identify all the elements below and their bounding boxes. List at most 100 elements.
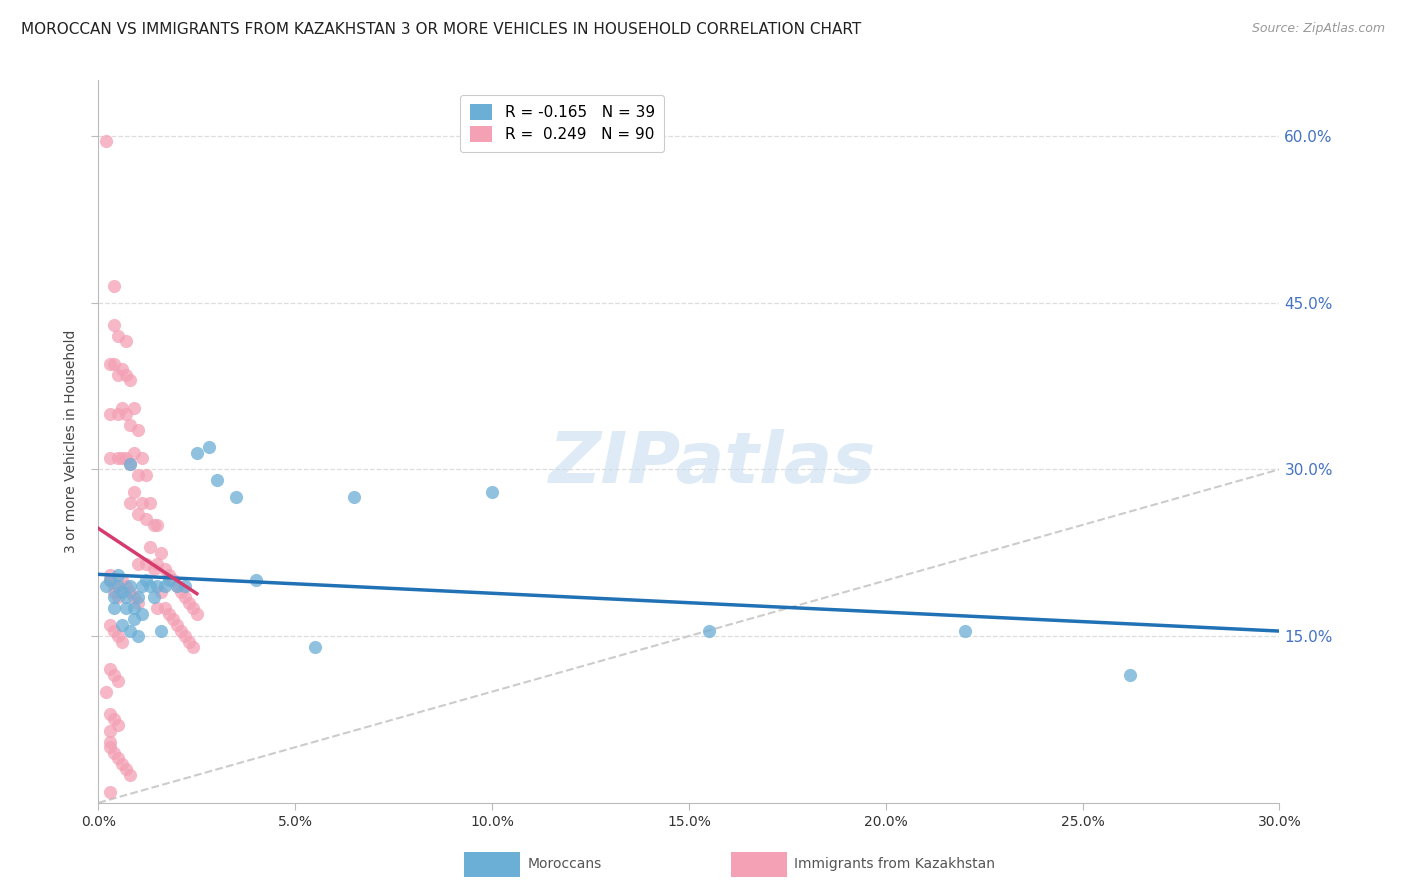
Point xyxy=(118,457,141,471)
Point xyxy=(177,634,200,648)
Point xyxy=(103,746,125,760)
Point xyxy=(343,490,366,504)
Point xyxy=(131,496,153,510)
Point xyxy=(98,574,121,588)
Point xyxy=(103,579,125,593)
Point xyxy=(111,362,134,376)
Legend: R = -0.165   N = 39, R =  0.249   N = 90: R = -0.165 N = 39, R = 0.249 N = 90 xyxy=(460,95,664,152)
Point xyxy=(98,568,121,582)
Point xyxy=(98,723,121,738)
Point xyxy=(103,279,125,293)
Point xyxy=(166,579,188,593)
Point xyxy=(98,574,121,588)
Point xyxy=(142,562,165,576)
Point xyxy=(174,629,197,643)
Point xyxy=(174,590,197,604)
Point xyxy=(96,135,118,149)
Point xyxy=(205,474,228,488)
Point xyxy=(107,673,129,688)
Point xyxy=(118,768,141,782)
Text: Immigrants from Kazakhstan: Immigrants from Kazakhstan xyxy=(794,857,995,871)
Point xyxy=(107,407,129,421)
Point xyxy=(107,568,129,582)
Point xyxy=(118,584,141,599)
Point xyxy=(122,445,145,459)
Point xyxy=(157,574,180,588)
Point xyxy=(122,401,145,416)
Point xyxy=(131,579,153,593)
Point xyxy=(98,407,121,421)
Point xyxy=(481,484,503,499)
Point xyxy=(186,607,208,621)
Point xyxy=(118,496,141,510)
Point xyxy=(131,607,153,621)
Point xyxy=(115,368,138,382)
Point xyxy=(111,584,134,599)
Point xyxy=(162,574,184,588)
Point xyxy=(107,751,129,765)
Point xyxy=(98,357,121,371)
Point xyxy=(115,334,138,349)
Text: Source: ZipAtlas.com: Source: ZipAtlas.com xyxy=(1251,22,1385,36)
Point xyxy=(122,484,145,499)
Point xyxy=(118,417,141,432)
Point xyxy=(181,601,204,615)
Point xyxy=(127,467,149,482)
Point xyxy=(96,684,118,698)
Point xyxy=(166,618,188,632)
Point xyxy=(142,517,165,532)
Point xyxy=(170,624,193,638)
Point xyxy=(146,579,169,593)
Point xyxy=(107,368,129,382)
Point xyxy=(118,579,141,593)
Text: Moroccans: Moroccans xyxy=(527,857,602,871)
Point xyxy=(197,440,219,454)
Point xyxy=(103,590,125,604)
Point xyxy=(181,640,204,655)
Point xyxy=(98,785,121,799)
Point xyxy=(127,557,149,571)
Point xyxy=(953,624,976,638)
Text: ZIPatlas: ZIPatlas xyxy=(548,429,876,498)
Point xyxy=(122,590,145,604)
Point xyxy=(155,562,177,576)
Point xyxy=(103,318,125,332)
Point xyxy=(155,601,177,615)
Point xyxy=(127,590,149,604)
Point xyxy=(170,584,193,599)
Point xyxy=(122,601,145,615)
Point xyxy=(131,451,153,466)
Point xyxy=(111,634,134,648)
Point xyxy=(103,668,125,682)
Point xyxy=(111,451,134,466)
Point xyxy=(150,584,173,599)
Point xyxy=(697,624,720,638)
Point xyxy=(115,451,138,466)
Point xyxy=(245,574,267,588)
Point xyxy=(111,574,134,588)
Point xyxy=(146,601,169,615)
Point xyxy=(115,601,138,615)
Point xyxy=(146,557,169,571)
Point xyxy=(98,451,121,466)
Point xyxy=(118,457,141,471)
Point xyxy=(157,607,180,621)
Point xyxy=(138,496,160,510)
Point xyxy=(111,401,134,416)
Point xyxy=(96,579,118,593)
Point xyxy=(107,629,129,643)
Point xyxy=(111,618,134,632)
Point xyxy=(127,424,149,438)
Point xyxy=(103,601,125,615)
Point xyxy=(98,706,121,721)
Point xyxy=(157,568,180,582)
Point xyxy=(103,713,125,727)
Point xyxy=(150,546,173,560)
Point xyxy=(115,407,138,421)
Point xyxy=(98,740,121,755)
Point xyxy=(186,445,208,459)
Point xyxy=(115,590,138,604)
Point xyxy=(138,579,160,593)
Point xyxy=(118,624,141,638)
Text: MOROCCAN VS IMMIGRANTS FROM KAZAKHSTAN 3 OR MORE VEHICLES IN HOUSEHOLD CORRELATI: MOROCCAN VS IMMIGRANTS FROM KAZAKHSTAN 3… xyxy=(21,22,862,37)
